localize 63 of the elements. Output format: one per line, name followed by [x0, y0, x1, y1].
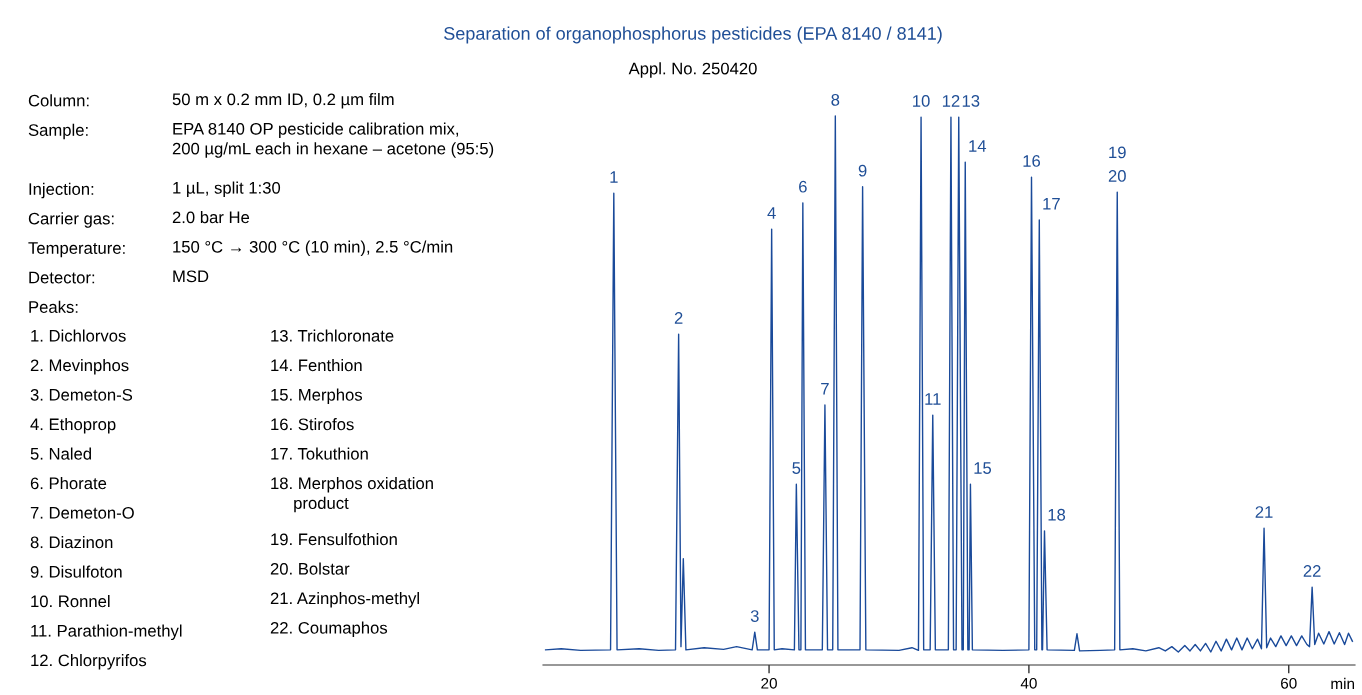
annotation: 14 [969, 140, 987, 152]
chart-title: Separation of organophosphorus pesticides (EPA 8140 / 8141) [444, 26, 942, 44]
text: 1. Dichlorvos [31, 329, 126, 342]
text: 16. Stirofos [271, 418, 354, 431]
text: Temperature: [28, 242, 125, 258]
text: 22. Coumaphos [270, 621, 388, 638]
x-tick-label: 40 [1020, 677, 1037, 689]
text: Carrier gas: [28, 212, 114, 228]
text: 9. Disulfoton [30, 565, 122, 578]
text: 2. Mevinphos [30, 359, 129, 375]
annotation: 10 [913, 95, 930, 107]
annotation: 15 [974, 462, 992, 474]
text: 21. Azinphos-methyl [270, 592, 419, 608]
annotation: 4 [767, 207, 776, 219]
annotation: 16 [1023, 155, 1041, 167]
text: 13. Trichloronate [271, 329, 394, 342]
annotation: 19 [1109, 146, 1126, 159]
text: 50 m x 0.2 mm ID, 0.2 µm film [172, 93, 394, 109]
annotation: 7 [821, 383, 829, 395]
text: 10. Ronnel [31, 595, 110, 608]
annotation: 8 [831, 93, 840, 106]
x-tick-label: 60 [1281, 677, 1297, 689]
text: 11. Parathion-methyl [31, 624, 182, 641]
text: Column: [28, 94, 89, 107]
x-tick-label: 20 [761, 677, 777, 689]
annotation: 12 [942, 95, 960, 107]
text: 18. Merphos oxidation product [271, 477, 433, 513]
annotation: 20 [1108, 170, 1126, 182]
text: EPA 8140 OP pesticide calibration mix, 200 µg/mL each in hexane – acetone (95:5) [172, 122, 494, 158]
text: 8. Diazinon [30, 536, 113, 549]
annotation: 6 [799, 180, 807, 193]
annotation: 3 [750, 610, 759, 622]
text: 12. Chlorpyrifos [31, 654, 147, 670]
annotation: 21 [1255, 506, 1273, 518]
text: 2.0 bar He [172, 211, 250, 224]
text: Sample: [28, 123, 88, 140]
text: 7. Demeton-O [30, 506, 134, 519]
annotation: 9 [858, 164, 867, 177]
x-axis-title: min [1331, 677, 1355, 689]
annotation: 22 [1303, 565, 1321, 577]
text: 4. Ethoprop [30, 418, 116, 434]
text: 6. Phorate [30, 477, 107, 490]
annotation: 11 [925, 393, 941, 405]
text: 3. Demeton-S [30, 388, 133, 401]
text: 1 µL, split 1:30 [173, 181, 281, 198]
annotation: 13 [962, 95, 980, 107]
text: 15. Merphos [271, 388, 363, 405]
text: 20. Bolstar [270, 562, 350, 575]
annotation: 18 [1048, 508, 1066, 521]
text: MSD [173, 270, 209, 283]
text: Injection: [29, 182, 94, 199]
text: 150 °C → 300 °C (10 min), 2.5 °C/min [173, 240, 453, 257]
text: 17. Tokuthion [271, 447, 368, 460]
text: 14. Fenthion [271, 359, 362, 372]
text: 19. Fensulfothion [271, 533, 397, 546]
text: Peaks: [29, 300, 78, 313]
annotation: 5 [792, 462, 801, 474]
text: Detector: [29, 271, 95, 284]
annotation: 1 [610, 171, 618, 183]
annotation: 17 [1043, 198, 1060, 210]
annotation: 2 [674, 312, 683, 324]
chart-subtitle: Appl. No. 250420 [628, 62, 757, 78]
text: 5. Naled [30, 447, 91, 460]
